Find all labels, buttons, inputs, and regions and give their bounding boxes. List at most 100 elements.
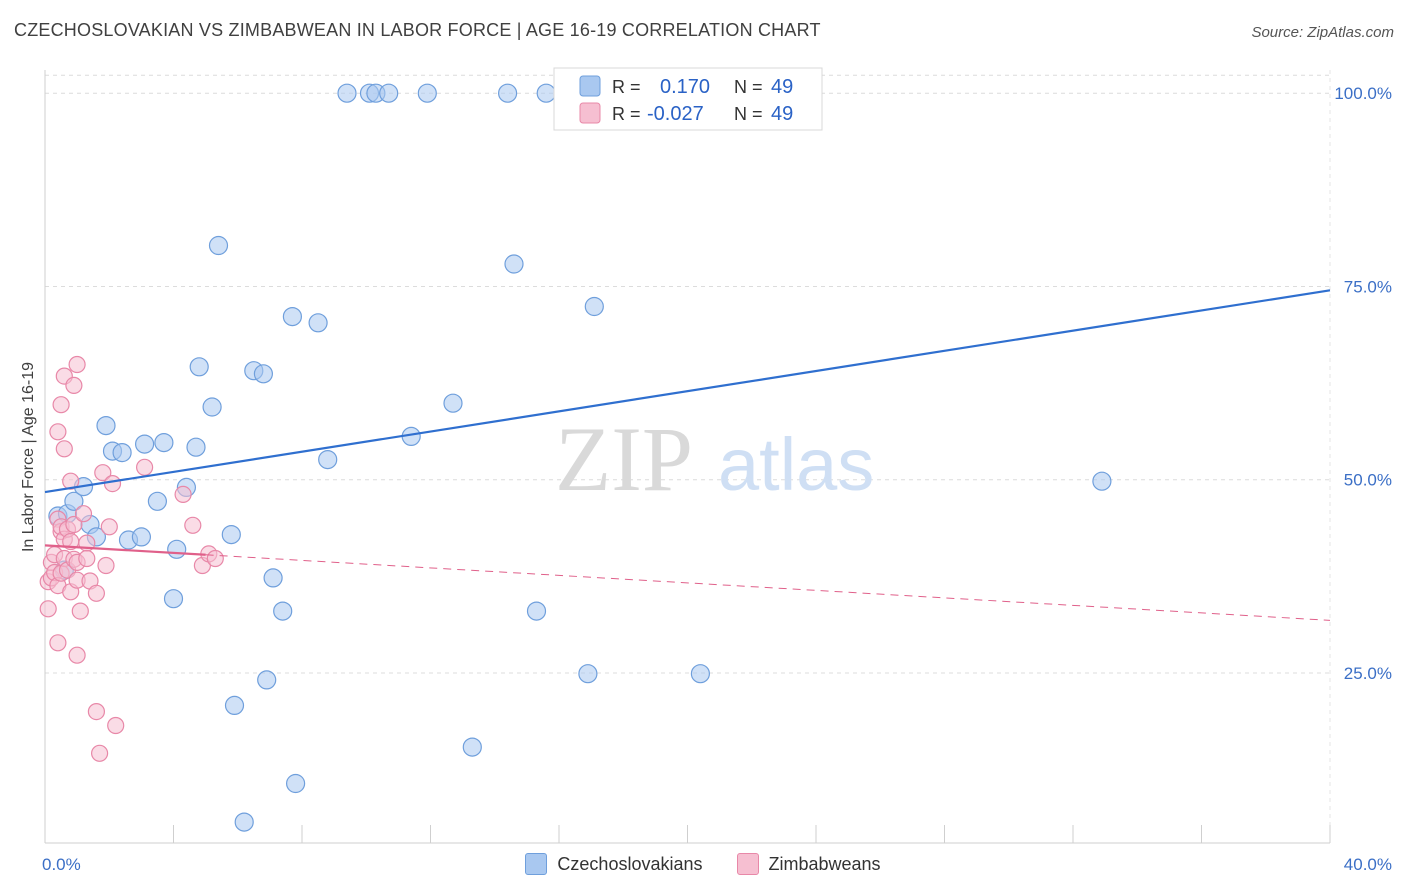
- y-tick-label-1: 50.0%: [1344, 471, 1392, 490]
- point-zimbabwean-48[interactable]: [206, 549, 224, 568]
- point-czechoslovakian-40[interactable]: [443, 393, 463, 413]
- point-zimbabwean-33[interactable]: [78, 549, 96, 568]
- point-zimbabwean-35[interactable]: [87, 702, 106, 721]
- point-zimbabwean-44[interactable]: [174, 485, 192, 503]
- legend-swatch-czechoslovakians: [525, 853, 548, 875]
- point-zimbabwean-1[interactable]: [39, 600, 57, 618]
- point-zimbabwean-45[interactable]: [184, 516, 202, 534]
- point-zimbabwean-38[interactable]: [94, 464, 112, 482]
- point-zimbabwean-8[interactable]: [49, 423, 67, 441]
- point-czechoslovakian-13[interactable]: [147, 491, 167, 511]
- legend-label-czechoslovakians: Czechoslovakians: [557, 853, 703, 874]
- point-zimbabwean-24[interactable]: [65, 515, 83, 534]
- trend-line-zimbabweans-solid: [44, 544, 206, 556]
- point-czechoslovakian-3[interactable]: [64, 491, 84, 511]
- point-czechoslovakian-29[interactable]: [273, 601, 293, 621]
- trend-layer: [44, 289, 1331, 621]
- point-czechoslovakian-49[interactable]: [1092, 471, 1112, 491]
- x-tick-label-0: 0.0%: [42, 855, 81, 874]
- point-zimbabwean-42[interactable]: [107, 716, 125, 735]
- legend-n-value-2: 49: [771, 103, 793, 125]
- point-czechoslovakian-23[interactable]: [224, 695, 245, 716]
- correlation-legend: R = 0.170 N = 49 R = -0.027 N = 49: [553, 67, 823, 131]
- point-czechoslovakian-34[interactable]: [337, 83, 357, 103]
- source-label: Source: ZipAtlas.com: [1251, 24, 1394, 41]
- point-czechoslovakian-7[interactable]: [96, 416, 116, 436]
- point-zimbabwean-39[interactable]: [97, 556, 115, 575]
- trend-line-czechoslovakians: [44, 289, 1331, 494]
- point-czechoslovakian-12[interactable]: [135, 434, 155, 454]
- y-tick-label-3: 100.0%: [1334, 84, 1392, 103]
- point-zimbabwean-41[interactable]: [103, 475, 122, 493]
- point-czechoslovakian-20[interactable]: [202, 397, 222, 417]
- point-zimbabwean-9[interactable]: [49, 634, 67, 652]
- point-zimbabwean-26[interactable]: [68, 646, 86, 664]
- point-zimbabwean-29[interactable]: [68, 355, 86, 374]
- legend-r-label-1: R =: [612, 77, 641, 97]
- point-czechoslovakian-22[interactable]: [221, 524, 241, 545]
- point-czechoslovakian-31[interactable]: [286, 773, 306, 794]
- y-tick-label-0: 25.0%: [1344, 664, 1392, 683]
- point-czechoslovakian-44[interactable]: [526, 601, 547, 621]
- watermark-atlas: atlas: [718, 423, 874, 506]
- legend-item-zimbabweans[interactable]: Zimbabweans: [736, 853, 881, 875]
- legend-item-czechoslovakians[interactable]: Czechoslovakians: [525, 853, 703, 875]
- point-czechoslovakian-39[interactable]: [417, 83, 437, 103]
- legend-swatch-pink: [579, 102, 601, 124]
- point-czechoslovakian-26[interactable]: [253, 364, 273, 384]
- y-tick-label-2: 75.0%: [1344, 277, 1392, 296]
- point-czechoslovakian-30[interactable]: [282, 307, 302, 327]
- point-zimbabwean-30[interactable]: [71, 602, 89, 620]
- legend-n-value-1: 49: [771, 76, 793, 98]
- point-czechoslovakian-47[interactable]: [584, 296, 604, 317]
- point-czechoslovakian-46[interactable]: [578, 664, 598, 684]
- point-czechoslovakian-45[interactable]: [536, 83, 556, 103]
- point-czechoslovakian-43[interactable]: [504, 254, 524, 274]
- points-layer: [39, 83, 1112, 832]
- legend-label-zimbabweans: Zimbabweans: [768, 853, 881, 874]
- point-zimbabwean-10[interactable]: [52, 396, 70, 414]
- point-czechoslovakian-37[interactable]: [379, 83, 399, 103]
- point-czechoslovakian-11[interactable]: [131, 527, 151, 547]
- point-czechoslovakian-21[interactable]: [208, 235, 229, 256]
- point-zimbabwean-20[interactable]: [62, 472, 80, 490]
- point-czechoslovakian-16[interactable]: [167, 539, 187, 559]
- point-czechoslovakian-48[interactable]: [690, 664, 711, 684]
- point-zimbabwean-23[interactable]: [65, 376, 83, 394]
- legend-swatch-zimbabweans: [736, 853, 759, 875]
- point-zimbabwean-43[interactable]: [136, 458, 154, 476]
- legend-n-label-2: N =: [734, 104, 763, 124]
- trend-line-zimbabweans-dashed: [205, 554, 1331, 621]
- watermark-zip: ZIP: [555, 408, 693, 510]
- x-tick-label-1: 40.0%: [1344, 855, 1392, 874]
- point-zimbabwean-37[interactable]: [90, 744, 109, 762]
- series-legend: Czechoslovakians Zimbabweans: [0, 851, 1406, 877]
- chart-title: CZECHOSLOVAKIAN VS ZIMBABWEAN IN LABOR F…: [14, 20, 821, 40]
- legend-r-label-2: R =: [612, 104, 641, 124]
- point-zimbabwean-31[interactable]: [74, 505, 93, 523]
- point-czechoslovakian-19[interactable]: [189, 357, 209, 377]
- point-czechoslovakian-24[interactable]: [234, 812, 254, 832]
- watermark: ZIP atlas: [555, 408, 874, 510]
- point-czechoslovakian-33[interactable]: [318, 450, 338, 470]
- legend-n-label-1: N =: [734, 77, 763, 97]
- point-zimbabwean-17[interactable]: [55, 440, 73, 458]
- tick-labels: 25.0% 50.0% 75.0% 100.0% 0.0% 40.0%: [42, 84, 1392, 874]
- point-czechoslovakian-28[interactable]: [263, 568, 283, 588]
- legend-swatch-blue: [579, 75, 601, 97]
- point-czechoslovakian-18[interactable]: [186, 437, 206, 457]
- legend-r-value-1: 0.170: [660, 76, 710, 98]
- axes-layer: [44, 70, 1331, 844]
- point-zimbabwean-36[interactable]: [87, 584, 106, 602]
- point-czechoslovakian-32[interactable]: [308, 313, 328, 333]
- point-czechoslovakian-14[interactable]: [154, 433, 174, 453]
- point-czechoslovakian-41[interactable]: [462, 737, 482, 757]
- point-czechoslovakian-27[interactable]: [257, 670, 277, 690]
- point-czechoslovakian-42[interactable]: [498, 83, 518, 103]
- legend-r-value-2: -0.027: [647, 103, 704, 125]
- point-czechoslovakian-9[interactable]: [112, 443, 132, 463]
- point-zimbabwean-40[interactable]: [100, 518, 118, 536]
- y-axis-title: In Labor Force | Age 16-19: [20, 362, 37, 552]
- point-czechoslovakian-15[interactable]: [163, 589, 184, 609]
